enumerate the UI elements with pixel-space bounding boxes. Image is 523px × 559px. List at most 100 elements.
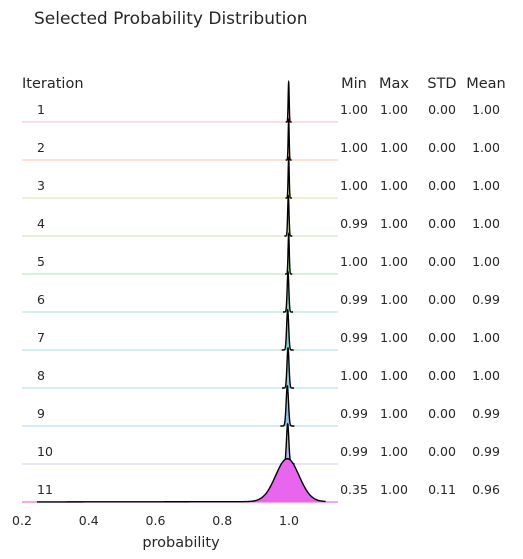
density-outline [284,194,293,237]
x-tick-label: 1.0 [279,513,299,528]
density-outline [37,457,326,503]
ridge-row: 7 0.99 1.00 0.00 1.00 [22,308,500,351]
density-outline [282,270,293,313]
ridge-row: 4 0.99 1.00 0.00 1.00 [22,194,500,237]
stat-value-max: 1.00 [380,368,408,383]
stat-value-mean: 1.00 [472,216,500,231]
stat-value-min: 0.99 [340,292,368,307]
stat-value-min: 1.00 [340,140,368,155]
density-fill [285,234,293,274]
density-fill [280,424,295,464]
stat-value-min: 0.35 [340,482,368,497]
stat-value-mean: 1.00 [472,102,500,117]
stat-header-mean: Mean [466,76,506,92]
ridge-row: 11 0.35 1.00 0.11 0.96 [22,457,500,503]
iteration-label: 9 [37,406,45,421]
iteration-label: 3 [37,178,45,193]
stat-value-mean: 1.00 [472,178,500,193]
stat-value-std: 0.11 [428,482,456,497]
density-outline [285,155,292,199]
stat-value-std: 0.00 [428,330,456,345]
ridge-row: 1 1.00 1.00 0.00 1.00 [22,79,500,123]
iteration-label: 8 [37,368,45,383]
x-axis: 0.2 0.4 0.6 0.8 1.0 [12,513,299,528]
stat-value-max: 1.00 [380,254,408,269]
density-fill [282,272,293,312]
stat-value-max: 1.00 [380,292,408,307]
stat-value-min: 1.00 [340,368,368,383]
stat-value-std: 0.00 [428,254,456,269]
iteration-label: 10 [37,444,53,459]
stat-value-mean: 1.00 [472,140,500,155]
chart-title: Selected Probability Distribution [34,9,308,29]
stat-value-std: 0.00 [428,444,456,459]
stat-value-max: 1.00 [380,102,408,117]
stat-value-max: 1.00 [380,482,408,497]
stat-value-mean: 0.96 [472,482,500,497]
stat-value-std: 0.00 [428,178,456,193]
density-fill [37,458,326,502]
stat-headers: Min Max STD Mean [341,76,506,92]
stat-value-min: 0.99 [340,444,368,459]
ridge-row: 2 1.00 1.00 0.00 1.00 [22,117,500,161]
stat-value-mean: 0.99 [472,292,500,307]
iteration-label: 11 [37,482,53,497]
ridge-row: 6 0.99 1.00 0.00 0.99 [22,270,500,313]
stat-value-std: 0.00 [428,292,456,307]
density-fill [281,310,294,350]
stat-value-min: 1.00 [340,102,368,117]
iteration-label: 6 [37,292,45,307]
stat-value-mean: 1.00 [472,368,500,383]
stat-value-mean: 0.99 [472,406,500,421]
stat-header-max: Max [379,76,409,92]
stat-value-mean: 1.00 [472,330,500,345]
density-outline [285,232,293,275]
stat-value-max: 1.00 [380,406,408,421]
ridge-row: 9 0.99 1.00 0.00 0.99 [22,384,500,427]
x-tick-label: 0.4 [79,513,99,528]
density-fill [284,196,293,236]
ridge-row: 10 0.99 1.00 0.00 0.99 [22,422,500,465]
stat-value-max: 1.00 [380,444,408,459]
iteration-label: 4 [37,216,45,231]
stat-value-max: 1.00 [380,178,408,193]
iteration-header: Iteration [22,76,84,92]
stat-value-std: 0.00 [428,406,456,421]
stat-value-std: 0.00 [428,102,456,117]
stat-header-std: STD [427,76,456,92]
stat-value-min: 0.99 [340,330,368,345]
stat-value-min: 0.99 [340,406,368,421]
stat-value-min: 1.00 [340,178,368,193]
density-outline [280,384,295,427]
stat-value-mean: 1.00 [472,254,500,269]
x-tick-label: 0.8 [212,513,232,528]
stat-value-max: 1.00 [380,330,408,345]
density-fill [281,348,295,388]
stat-value-min: 1.00 [340,254,368,269]
x-axis-label: probability [142,535,220,551]
stat-value-min: 0.99 [340,216,368,231]
ridge-row: 8 1.00 1.00 0.00 1.00 [22,346,500,389]
iteration-label: 7 [37,330,45,345]
density-outline [281,308,294,351]
stat-value-max: 1.00 [380,216,408,231]
density-outline [285,117,292,161]
ridge-row: 3 1.00 1.00 0.00 1.00 [22,155,500,199]
density-outline [285,79,292,123]
ridge-rows: 1 1.00 1.00 0.00 1.002 1.00 1.00 0.00 1.003 1.00 1… [22,79,500,503]
x-tick-label: 0.6 [146,513,166,528]
stat-value-std: 0.00 [428,368,456,383]
iteration-label: 5 [37,254,45,269]
stat-value-std: 0.00 [428,140,456,155]
x-tick-label: 0.2 [12,513,32,528]
stat-header-min: Min [341,76,367,92]
stat-value-std: 0.00 [428,216,456,231]
ridge-row: 5 1.00 1.00 0.00 1.00 [22,232,500,275]
density-fill [280,386,295,426]
density-outline [281,346,295,389]
stat-value-mean: 0.99 [472,444,500,459]
iteration-label: 1 [37,102,45,117]
iteration-label: 2 [37,140,45,155]
stat-value-max: 1.00 [380,140,408,155]
